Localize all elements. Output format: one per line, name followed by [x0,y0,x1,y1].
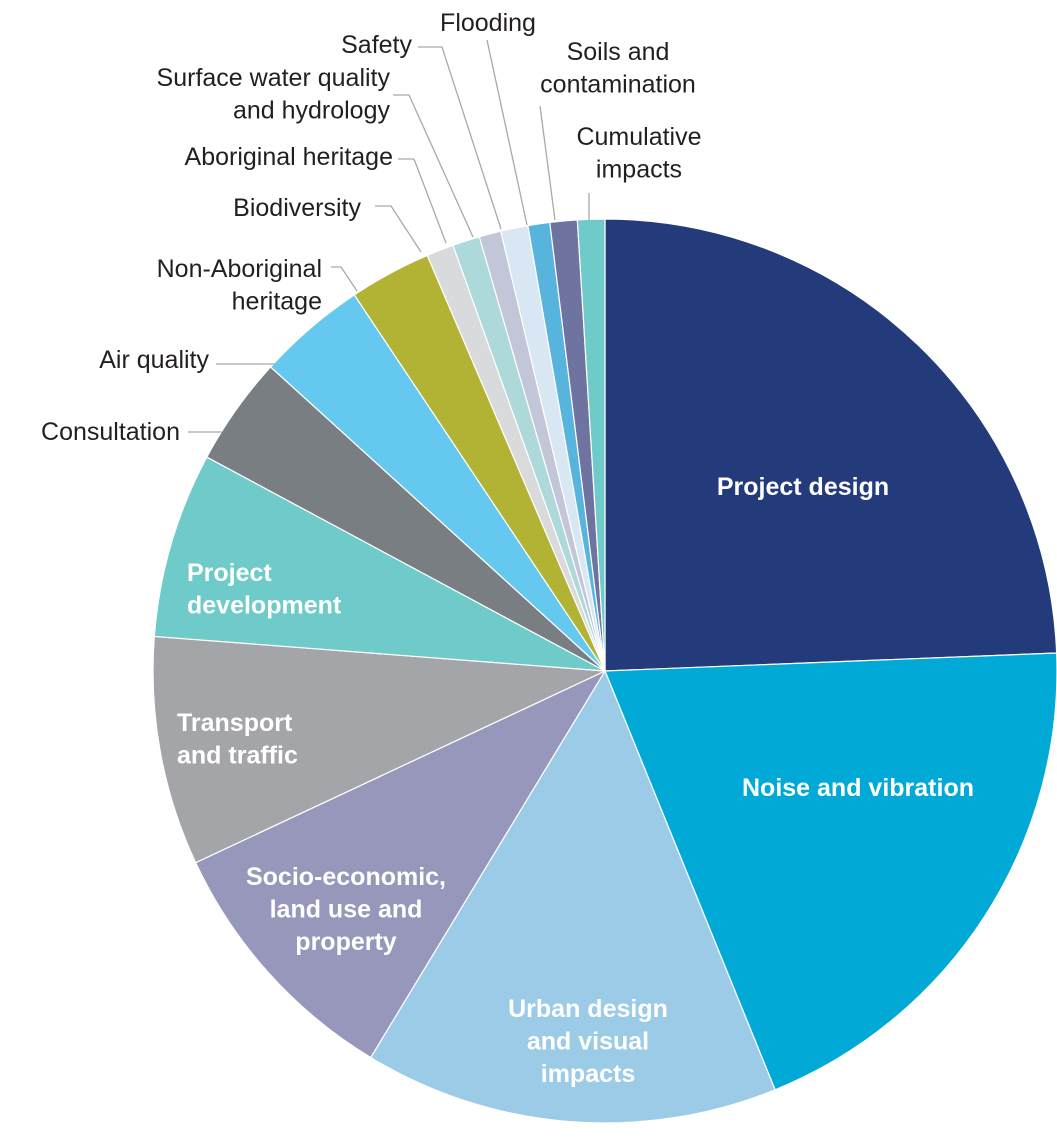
slice-label-soils-and-contamination: Soils and contamination [540,38,696,99]
slice-transport-and-traffic [152,635,608,864]
slice-label-transport-and-traffic: Transport and traffic [177,709,298,770]
slice-label-socio-economic-land-use-and-property: Socio-economic, land use and property [246,863,446,956]
slice-urban-design-and-visual-impacts [369,669,776,1124]
slice-label-surface-water-quality-and-hydrology: Surface water quality and hydrology [157,64,391,125]
slice-label-project-development: Project development [187,559,342,620]
slice-label-project-design: Project design [717,473,889,501]
slice-label-cumulative-impacts: Cumulative impacts [576,123,701,184]
slice-label-air-quality: Air quality [99,346,209,374]
leader-line-biodiversity [375,205,422,253]
slice-cumulative-impacts [576,218,606,672]
leader-line-non-aboriginal-heritage [331,266,358,292]
slice-project-development [153,456,606,672]
slice-label-safety: Safety [341,31,412,59]
leader-line-aboriginal-heritage [398,158,447,244]
slice-labels: Project design Noise and vibration Urban d… [41,9,974,1088]
slice-label-flooding: Flooding [440,9,536,37]
leader-line-soils-and-contamination [539,105,556,221]
pie-slices [152,218,1057,1124]
slice-label-biodiversity: Biodiversity [233,194,361,222]
slice-label-noise-and-vibration: Noise and vibration [742,774,974,802]
leader-line-flooding [486,39,528,226]
leader-line-safety [418,46,502,230]
slice-label-urban-design-and-visual-impacts: Urban design and visual impacts [508,995,668,1088]
slice-project-design [604,218,1057,672]
leader-lines [188,39,590,433]
slice-socio-economic-land-use-and-property [194,669,607,1059]
slice-label-consultation: Consultation [41,418,180,446]
leader-line-surface-water-quality-and-hydrology [393,94,474,238]
slice-label-aboriginal-heritage: Aboriginal heritage [185,143,393,171]
slice-noise-and-vibration [604,652,1057,1091]
slice-label-non-aboriginal-heritage: Non-Aboriginal heritage [157,255,322,316]
